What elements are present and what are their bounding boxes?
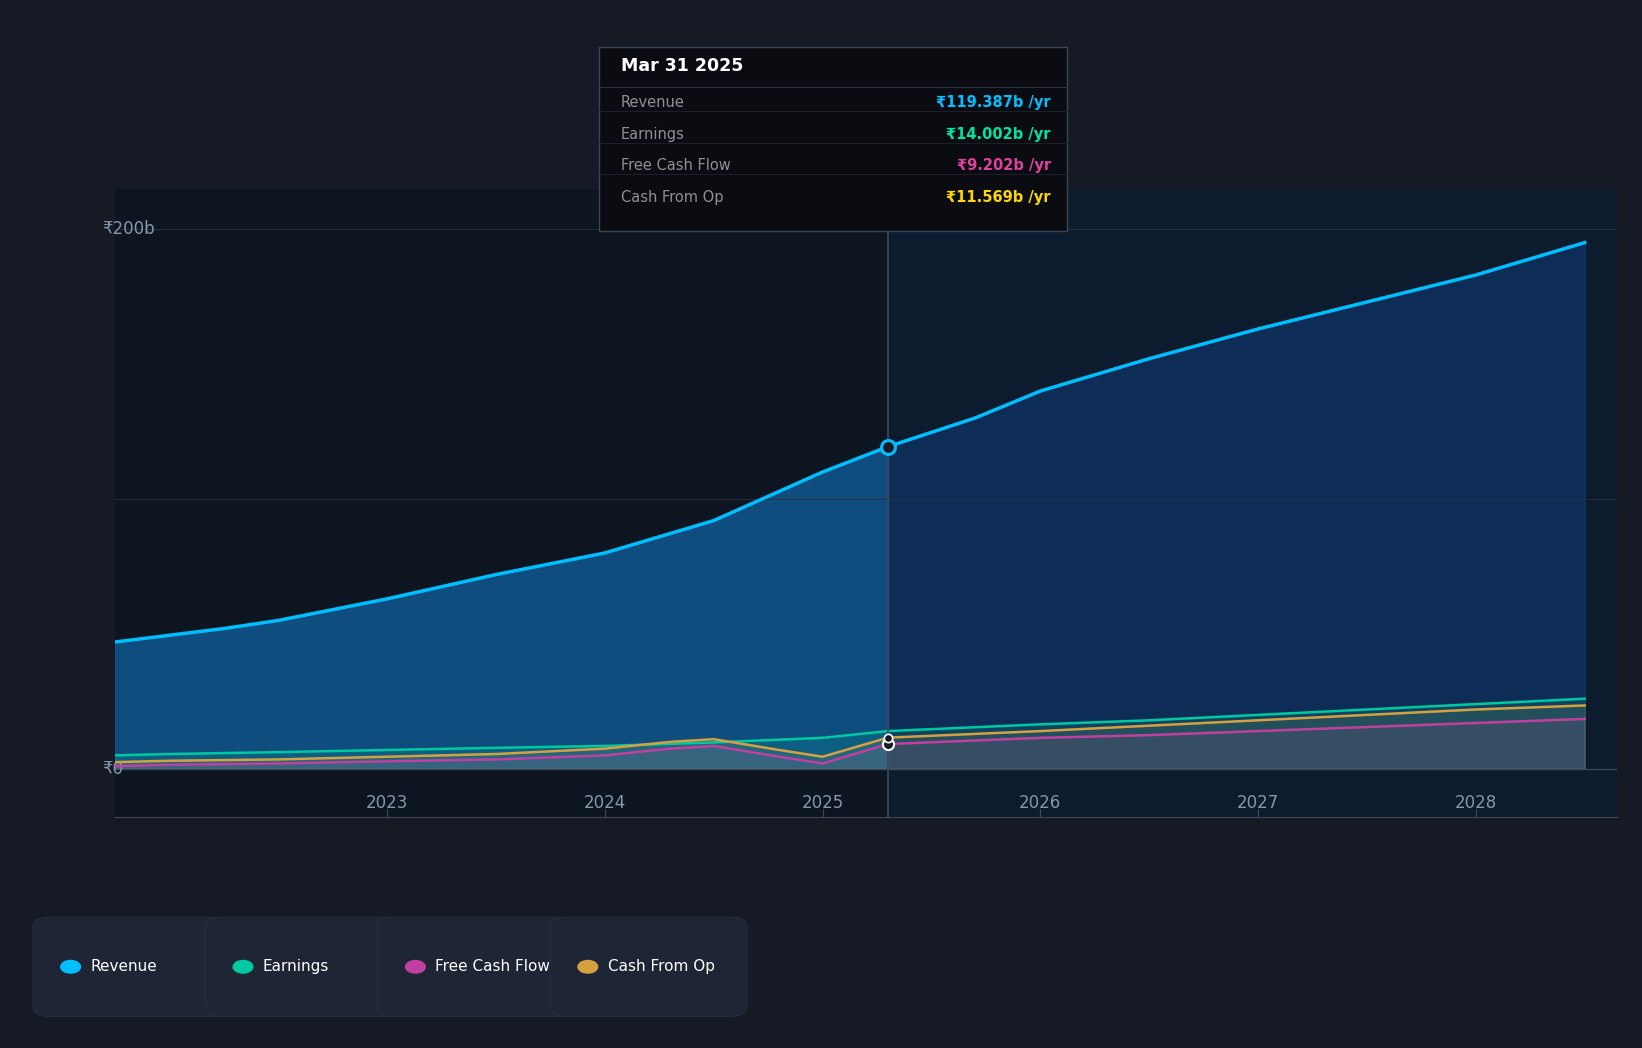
Text: ₹0: ₹0 xyxy=(102,760,123,778)
Text: Earnings: Earnings xyxy=(621,127,685,141)
Text: Analysts Forecasts: Analysts Forecasts xyxy=(898,211,1054,228)
Text: 2024: 2024 xyxy=(585,794,626,812)
Text: 2023: 2023 xyxy=(366,794,409,812)
Text: 2028: 2028 xyxy=(1455,794,1498,812)
Text: 2025: 2025 xyxy=(801,794,844,812)
Text: Free Cash Flow: Free Cash Flow xyxy=(621,158,731,173)
Text: Revenue: Revenue xyxy=(90,959,158,975)
Text: 2026: 2026 xyxy=(1020,794,1061,812)
Text: ₹200b: ₹200b xyxy=(102,220,154,238)
Text: Mar 31 2025: Mar 31 2025 xyxy=(621,57,744,75)
Text: Earnings: Earnings xyxy=(263,959,328,975)
Bar xyxy=(115,189,888,817)
Text: ₹11.569b /yr: ₹11.569b /yr xyxy=(946,190,1051,204)
Text: Cash From Op: Cash From Op xyxy=(621,190,722,204)
Text: Free Cash Flow: Free Cash Flow xyxy=(435,959,550,975)
Text: 2027: 2027 xyxy=(1236,794,1279,812)
Text: ₹119.387b /yr: ₹119.387b /yr xyxy=(936,95,1051,110)
Text: ₹9.202b /yr: ₹9.202b /yr xyxy=(957,158,1051,173)
Bar xyxy=(888,189,1617,817)
Text: Past: Past xyxy=(842,211,877,228)
Text: ₹14.002b /yr: ₹14.002b /yr xyxy=(946,127,1051,141)
Text: Cash From Op: Cash From Op xyxy=(608,959,714,975)
Text: Revenue: Revenue xyxy=(621,95,685,110)
